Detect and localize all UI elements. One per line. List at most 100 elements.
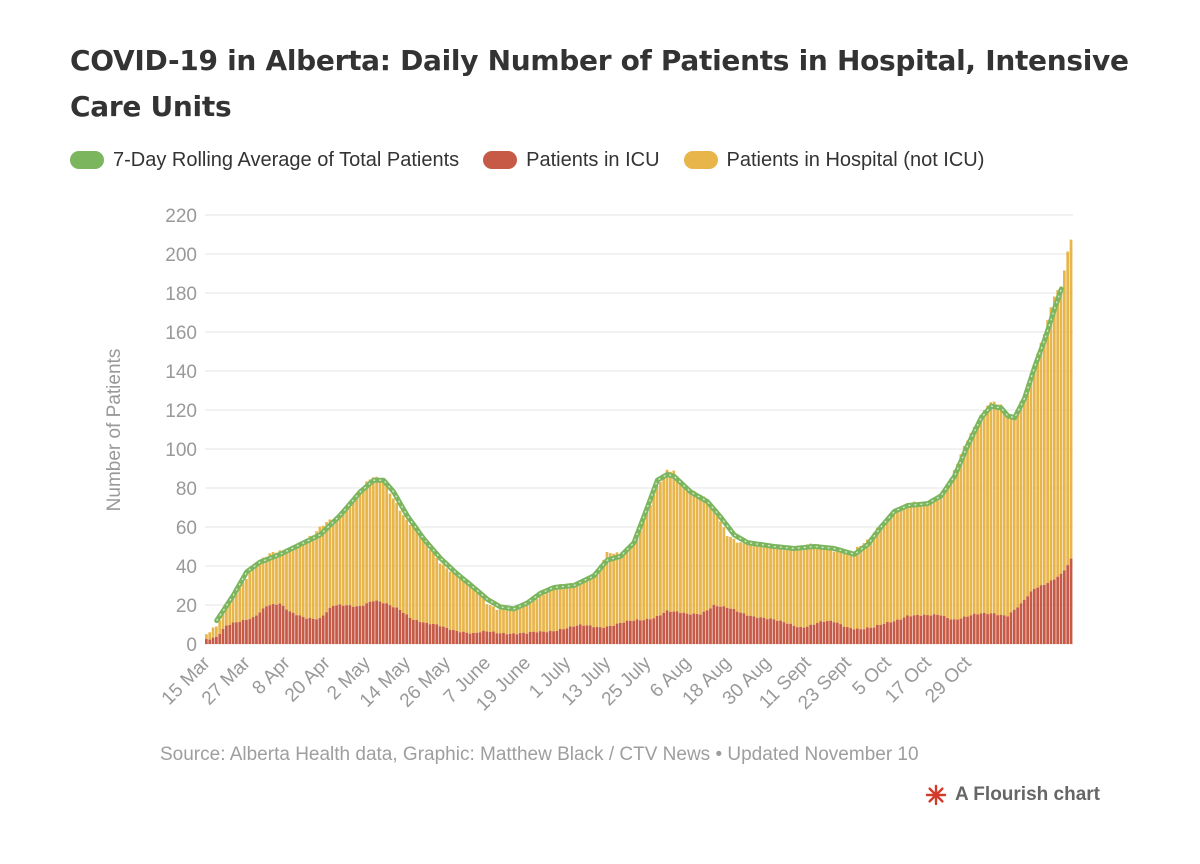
- bar-hospital: [582, 582, 585, 626]
- bar-hospital: [1012, 418, 1016, 610]
- bar-hospital: [929, 503, 933, 616]
- bar-hospital: [618, 555, 622, 624]
- bar-hospital: [532, 600, 535, 632]
- bar-icu: [368, 601, 372, 644]
- bar-hospital: [752, 543, 756, 617]
- bar-hospital: [735, 542, 739, 612]
- legend-label-icu: Patients in ICU: [526, 148, 660, 171]
- bar-hospital: [966, 440, 969, 617]
- bar-icu: [942, 615, 946, 644]
- bar-icu: [809, 624, 812, 644]
- bar-icu: [522, 632, 525, 644]
- bar-hospital: [899, 509, 903, 620]
- legend-item-icu[interactable]: Patients in ICU: [483, 148, 660, 172]
- bar-hospital: [351, 501, 355, 607]
- bar-hospital: [275, 552, 278, 605]
- bar-icu: [558, 628, 562, 644]
- bar-hospital: [535, 598, 539, 633]
- bar-icu: [231, 622, 235, 644]
- bar-icu: [1022, 599, 1026, 644]
- bar-hospital: [886, 518, 889, 623]
- bar-icu: [261, 608, 265, 644]
- bar-icu: [462, 631, 465, 644]
- bar-hospital: [755, 544, 759, 619]
- bar-hospital: [906, 503, 909, 616]
- bar-hospital: [578, 581, 582, 625]
- bar-hospital: [725, 536, 729, 608]
- bar-hospital: [598, 564, 602, 628]
- bar-hospital: [1016, 410, 1019, 608]
- bar-icu: [225, 625, 228, 644]
- bar-hospital: [281, 550, 285, 606]
- bar-icu: [1032, 588, 1036, 644]
- y-tick-label: 100: [165, 440, 197, 461]
- bar-icu: [929, 615, 933, 644]
- bar-hospital: [388, 493, 392, 606]
- bar-icu: [652, 618, 656, 644]
- bar-icu: [1062, 570, 1066, 644]
- bar-hospital: [1019, 400, 1023, 604]
- bar-hospital: [889, 517, 893, 623]
- bar-hospital: [305, 540, 308, 619]
- legend-item-average[interactable]: 7-Day Rolling Average of Total Patients: [70, 149, 459, 172]
- y-tick-label: 0: [186, 635, 197, 656]
- bar-icu: [919, 615, 923, 644]
- bar-hospital: [742, 543, 746, 614]
- bar-hospital: [548, 588, 552, 631]
- bar-hospital: [475, 592, 479, 633]
- bar-hospital: [845, 550, 849, 628]
- bar-hospital: [1039, 342, 1043, 586]
- bar-icu: [759, 617, 762, 644]
- bar-icu: [475, 632, 479, 644]
- bar-hospital: [415, 529, 419, 620]
- bar-hospital: [862, 543, 866, 630]
- bar-icu: [999, 614, 1003, 644]
- bar-hospital: [512, 608, 515, 634]
- bar-hospital: [979, 414, 983, 614]
- bar-icu: [502, 632, 505, 644]
- bar-hospital: [502, 608, 505, 633]
- bar-icu: [215, 636, 218, 644]
- bar-icu: [592, 627, 595, 644]
- bar-hospital: [438, 563, 442, 627]
- bar-hospital: [228, 603, 232, 625]
- bar-icu: [1056, 576, 1060, 644]
- bar-hospital: [608, 553, 612, 626]
- bar-icu: [375, 600, 378, 644]
- flourish-credit[interactable]: A Flourish chart: [925, 784, 1100, 806]
- bar-icu: [682, 612, 686, 644]
- bar-icu: [679, 613, 682, 644]
- bar-icu: [872, 627, 876, 644]
- bar-icu: [365, 603, 368, 644]
- bar-icu: [799, 627, 802, 644]
- bar-hospital: [455, 575, 459, 631]
- y-tick-label: 180: [165, 284, 197, 305]
- bar-hospital: [1069, 239, 1073, 559]
- bar-hospital: [285, 551, 288, 610]
- bar-hospital: [345, 508, 348, 606]
- legend-item-hospital[interactable]: Patients in Hospital (not ICU): [683, 149, 984, 172]
- bar-hospital: [495, 609, 499, 634]
- bar-icu: [562, 629, 565, 644]
- bar-icu: [305, 618, 308, 644]
- bar-icu: [662, 612, 666, 644]
- y-tick-label: 200: [165, 245, 197, 266]
- bar-hospital: [932, 500, 936, 615]
- bar-icu: [755, 618, 759, 644]
- bar-icu: [628, 620, 632, 644]
- bar-hospital: [1056, 290, 1060, 577]
- bar-icu: [308, 617, 312, 644]
- bar-hospital: [842, 552, 846, 627]
- bar-icu: [882, 623, 886, 644]
- bar-icu: [812, 624, 816, 644]
- bar-icu: [618, 623, 622, 644]
- bar-hospital: [912, 501, 916, 616]
- y-tick-label: 120: [165, 401, 197, 422]
- bar-icu: [702, 611, 706, 644]
- bar-hospital: [879, 525, 883, 625]
- bar-icu: [719, 606, 722, 644]
- bar-hospital: [655, 486, 659, 616]
- bar-icu: [265, 606, 268, 644]
- bar-hospital: [265, 557, 268, 607]
- bar-icu: [268, 605, 272, 644]
